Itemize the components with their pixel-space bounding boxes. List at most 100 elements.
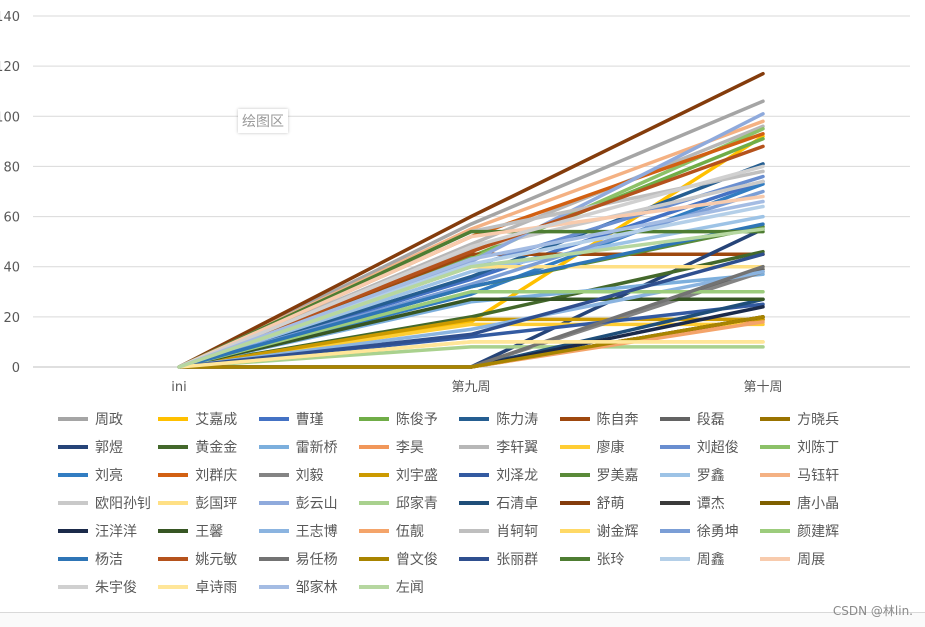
legend-item: 易任杨	[258, 548, 338, 570]
legend-item: 周鑫	[659, 548, 725, 570]
y-tick-label: 120	[0, 60, 20, 75]
legend-swatch	[559, 501, 590, 505]
x-tick-label: 第九周	[451, 380, 490, 395]
legend-item: 卓诗雨	[158, 576, 237, 598]
legend-label: 陈俊予	[395, 412, 438, 428]
legend-swatch	[158, 585, 189, 589]
legend-label: 刘群庆	[195, 468, 238, 484]
legend-label: 周政	[95, 412, 123, 428]
series-line	[177, 252, 765, 369]
legend-label: 汪洋洋	[95, 524, 137, 540]
legend-label: 王馨	[195, 524, 224, 540]
series-line	[177, 340, 765, 369]
legend-label: 周展	[797, 552, 826, 568]
series-line	[177, 164, 765, 369]
series-line	[177, 315, 765, 369]
legend-swatch	[258, 529, 289, 533]
legend-item: 郭煜	[58, 436, 123, 458]
legend-item: 杨洁	[58, 548, 123, 570]
legend-label: 罗鑫	[696, 468, 725, 484]
legend-swatch	[158, 445, 189, 449]
legend-swatch	[559, 445, 590, 449]
legend-label: 曾文俊	[395, 552, 438, 568]
legend-item: 曾文俊	[358, 548, 438, 570]
sheet-bottom-strip	[0, 612, 925, 627]
series-line	[177, 222, 765, 369]
legend-swatch	[459, 501, 490, 505]
legend-item: 罗鑫	[659, 464, 725, 486]
legend-swatch	[760, 501, 791, 505]
legend-swatch	[760, 557, 791, 561]
legend-label: 段磊	[696, 412, 725, 428]
legend-swatch	[158, 529, 189, 533]
legend-item: 汪洋洋	[58, 520, 137, 542]
legend-item: 姚元敏	[158, 548, 237, 570]
legend-label: 雷新桥	[295, 440, 338, 456]
legend-swatch	[760, 417, 791, 421]
legend-swatch	[158, 473, 189, 477]
legend-swatch	[358, 585, 389, 589]
legend-label: 彭国玶	[195, 496, 238, 512]
legend-label: 刘泽龙	[496, 468, 539, 484]
legend-swatch	[58, 445, 88, 449]
legend-item: 刘泽龙	[459, 464, 538, 486]
legend-label: 左闻	[395, 580, 424, 596]
legend-swatch	[459, 557, 490, 561]
y-tick-label: 40	[3, 261, 20, 276]
series-line	[177, 71, 765, 369]
legend-swatch	[258, 445, 289, 449]
legend-swatch	[760, 529, 791, 533]
legend-label: 刘毅	[295, 468, 324, 484]
legend-swatch	[459, 417, 490, 421]
legend-swatch	[459, 445, 490, 449]
legend-item: 张玲	[559, 548, 625, 570]
legend-item: 伍靓	[358, 520, 424, 542]
legend-label: 舒萌	[596, 496, 625, 512]
legend-item: 刘群庆	[158, 464, 237, 486]
legend-item: 廖康	[559, 436, 625, 458]
legend-swatch	[158, 501, 189, 505]
legend-label: 伍靓	[395, 524, 424, 540]
legend-swatch	[559, 417, 590, 421]
legend-swatch	[358, 529, 389, 533]
legend-item: 谭杰	[659, 492, 725, 514]
legend-label: 刘超俊	[696, 440, 739, 456]
legend-label: 徐勇坤	[696, 524, 739, 540]
legend-item: 雷新桥	[258, 436, 338, 458]
legend-item: 王志博	[258, 520, 338, 542]
legend-item: 颜建辉	[760, 520, 839, 542]
y-tick-label: 100	[0, 110, 20, 125]
legend-label: 张丽群	[496, 552, 539, 568]
y-tick-label: 0	[12, 361, 20, 376]
legend-item: 周政	[58, 408, 123, 430]
legend-item: 刘超俊	[659, 436, 739, 458]
legend-item: 刘宇盛	[358, 464, 438, 486]
legend-item: 李轩翼	[459, 436, 538, 458]
legend-label: 李昊	[395, 440, 424, 456]
legend-label: 艾嘉成	[195, 412, 238, 428]
legend-item: 罗美嘉	[559, 464, 639, 486]
y-axis-ticks: 0 20 40 60 80 100 120 140	[0, 10, 20, 376]
legend-swatch	[358, 557, 389, 561]
legend-item: 刘陈丁	[760, 436, 839, 458]
legend-swatch	[559, 473, 590, 477]
legend-label: 唐小晶	[797, 496, 840, 512]
series-line	[177, 194, 765, 369]
legend-item: 彭国玶	[158, 492, 237, 514]
legend-swatch	[659, 529, 690, 533]
legend-item: 邹家林	[258, 576, 338, 598]
y-tick-label: 140	[0, 10, 20, 25]
series-line	[177, 199, 765, 369]
legend-label: 廖康	[596, 440, 625, 456]
legend-label: 易任杨	[295, 552, 338, 568]
legend-item: 马钰轩	[760, 464, 839, 486]
legend-swatch	[58, 473, 88, 477]
legend-item: 王馨	[158, 520, 223, 542]
legend-item: 陈力涛	[459, 408, 538, 430]
legend-label: 曹瑾	[295, 412, 324, 428]
legend-swatch	[258, 417, 289, 421]
legend-swatch	[459, 473, 490, 477]
legend-item: 谢金辉	[559, 520, 639, 542]
legend-item: 左闻	[358, 576, 424, 598]
legend-label: 方晓兵	[797, 412, 840, 428]
